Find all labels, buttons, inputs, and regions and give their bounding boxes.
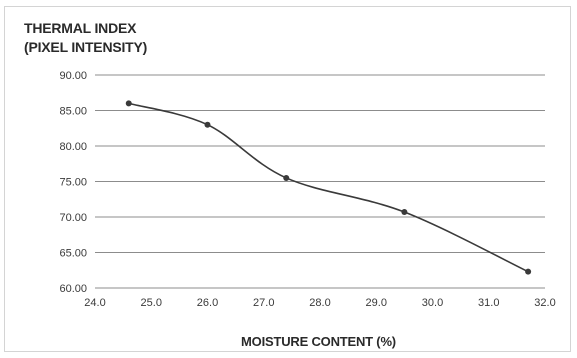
x-tick-label: 26.0 [197, 297, 218, 309]
y-axis-ticks: 90.00 85.00 80.00 75.00 70.00 65.00 60.00 [59, 70, 87, 295]
data-point [525, 269, 531, 275]
data-point [205, 122, 211, 128]
data-point [126, 100, 132, 106]
x-tick-label: 29.0 [366, 297, 387, 309]
y-tick-label: 85.00 [59, 106, 87, 118]
grid-lines [95, 75, 545, 288]
y-tick-label: 70.00 [59, 212, 87, 224]
x-tick-label: 24.0 [84, 297, 105, 309]
y-tick-label: 75.00 [59, 177, 87, 189]
y-tick-label: 60.00 [59, 283, 87, 295]
x-tick-label: 31.0 [478, 297, 499, 309]
x-axis-ticks: 24.0 25.0 26.0 27.0 28.0 29.0 30.0 31.0 32.0 [84, 297, 555, 309]
x-tick-label: 28.0 [309, 297, 330, 309]
y-tick-label: 80.00 [59, 141, 87, 153]
x-tick-label: 30.0 [422, 297, 443, 309]
x-tick-label: 25.0 [141, 297, 162, 309]
x-tick-label: 32.0 [534, 297, 555, 309]
y-tick-label: 65.00 [59, 248, 87, 260]
series-group [126, 100, 531, 274]
data-point [283, 175, 289, 181]
y-tick-label: 90.00 [59, 70, 87, 82]
x-tick-label: 27.0 [253, 297, 274, 309]
series-line [129, 103, 528, 271]
data-point [401, 209, 407, 215]
